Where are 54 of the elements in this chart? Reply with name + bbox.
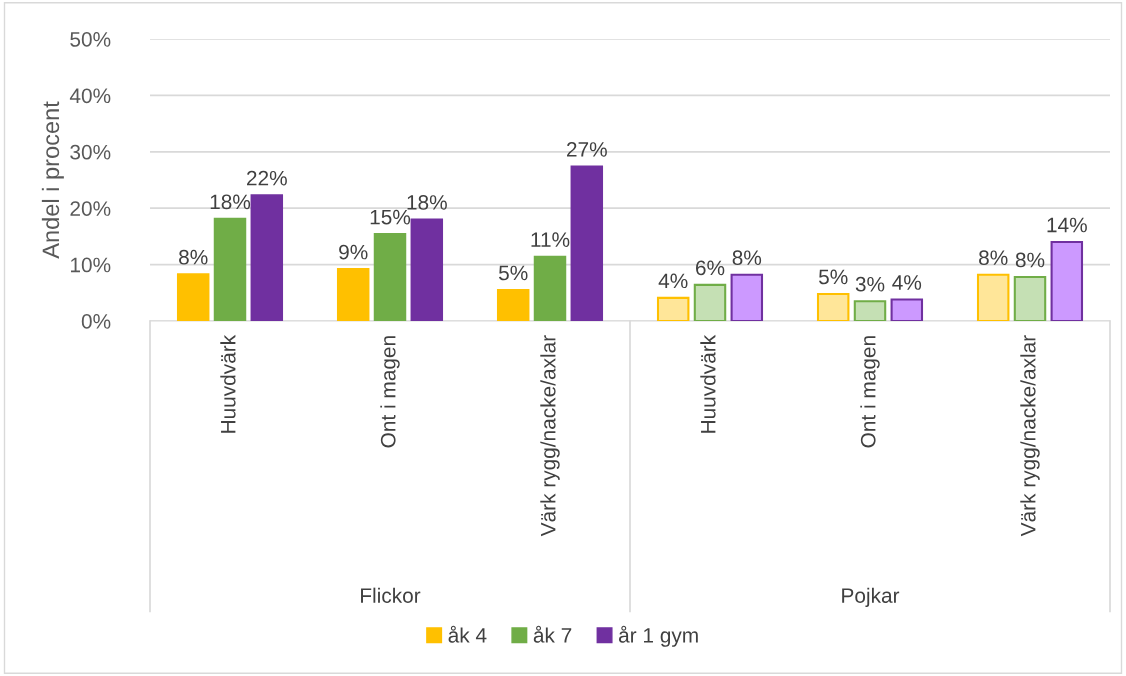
y-tick-label: 40% [69,88,111,104]
bar [890,298,924,321]
data-label: 8% [732,250,762,266]
x-tick-label: Värk rygg/nacke/axlar [540,335,560,537]
bar [176,273,210,321]
y-tick-label: 20% [70,201,111,216]
x-tick-label: Ont i magen [860,336,880,448]
bar [693,283,727,321]
bar [533,255,567,321]
y-tick-label: 10% [71,257,111,273]
data-label: 4% [892,275,922,290]
y-axis-title: Andel i procent [41,101,64,259]
data-label: 5% [818,269,848,285]
bar [816,292,850,321]
data-label: 8% [1015,252,1045,268]
data-label: 6% [696,260,725,276]
x-tick-label: Huuvdvärk [220,334,236,433]
data-label: 5% [498,265,528,281]
bar [1050,241,1084,321]
data-label: 3% [855,276,885,292]
bar [496,288,530,321]
data-label: 4% [658,273,688,289]
x-tick-label: Värk rygg/nacke/axlar [1020,335,1040,537]
data-label: 8% [179,249,208,265]
data-label: 11% [531,232,570,247]
y-tick-label: 0% [81,314,111,329]
legend-label: åk 4 [448,625,487,643]
legend-label: åk 7 [533,625,572,643]
bar [213,217,247,321]
bar [730,273,764,321]
bar [976,273,1010,321]
legend-label: år 1 gym [618,625,698,647]
y-tick-label: 50% [70,32,111,47]
data-label: 14% [1047,217,1087,233]
data-label: 8% [979,250,1008,266]
x-tick-label: Ont i magen [380,336,400,448]
data-label: 18% [407,195,447,210]
bar [336,268,370,321]
bar [373,233,407,321]
bar [853,300,887,321]
bar [570,165,604,321]
text: Flickor [361,587,421,603]
data-label: 22% [247,170,287,186]
bar [656,296,690,321]
data-label: 18% [210,194,251,210]
data-label: 27% [567,142,607,157]
y-tick-label: 30% [70,144,111,160]
x-tick-label: Huuvdvärk [700,334,716,433]
data-label: 15% [370,209,411,225]
bar [410,218,444,321]
data-label: 9% [339,244,368,260]
text: Pojkar [842,587,900,608]
bar [1013,275,1047,321]
bar [250,194,284,321]
